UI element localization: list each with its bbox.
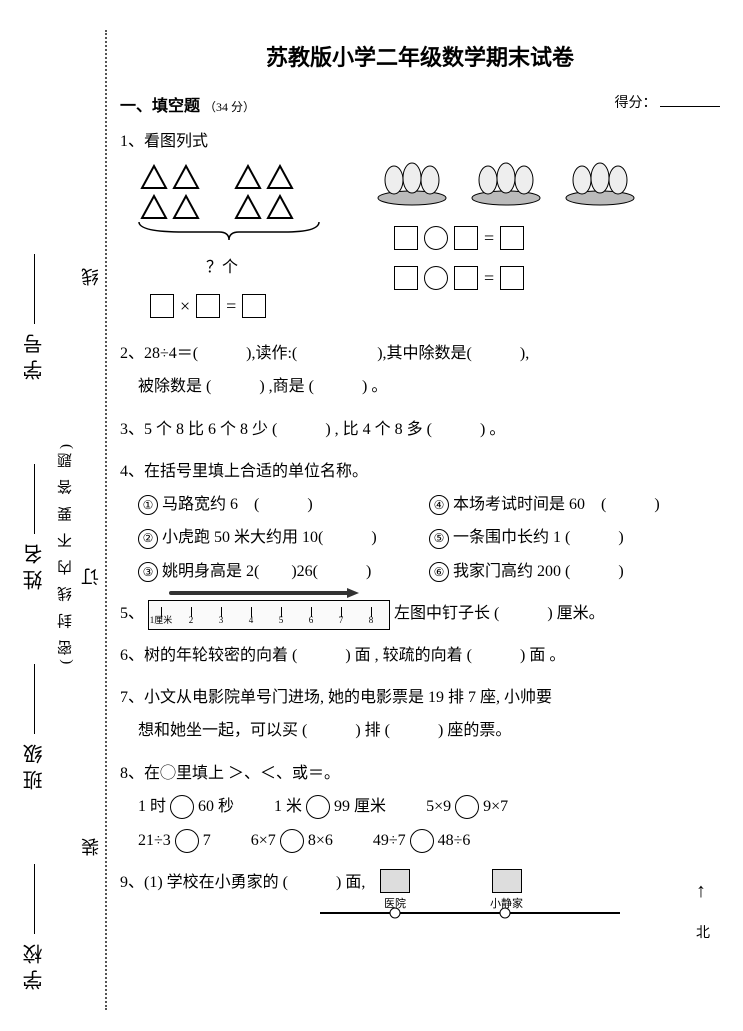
q8-stem: 8、在◯里填上 ＞、＜、或＝。 <box>120 758 720 790</box>
binding-column: 学校 班级 姓名 学号 装 订 线 (密 封 线 内 不 要 答 题) <box>0 0 115 1031</box>
q1-equation-left: × = <box>150 288 324 324</box>
blank-circle[interactable] <box>424 226 448 250</box>
blank-box[interactable] <box>454 226 478 250</box>
question-7: 7、小文从电影院单号门进场, 她的电影票是 19 排 7 座, 小帅要 想和她坐… <box>120 682 720 748</box>
section-1-header: 一、填空题 （34 分） 得分： <box>120 92 720 116</box>
question-1: 1、看图列式 ？个 × = <box>120 126 720 328</box>
question-3: 3、5 个 8 比 6 个 8 少 ( ) , 比 4 个 8 多 ( ) 。 <box>120 414 720 446</box>
score-label: 得分： <box>615 96 657 111</box>
compare-circle[interactable] <box>455 795 479 819</box>
compare-circle[interactable] <box>170 795 194 819</box>
pear-plate-icon <box>562 158 638 206</box>
blank-box[interactable] <box>500 226 524 250</box>
question-5: 5、 1厘米2345678 左图中钉子长 ( ) 厘米。 <box>120 598 720 630</box>
binding-label-class: 班级 <box>20 660 49 790</box>
q1-left-figure: ？个 × = <box>120 158 324 328</box>
question-9: 9、(1) 学校在小勇家的 ( ) 面, 医院 小静家 ↑北 <box>120 867 720 949</box>
exam-title: 苏教版小学二年级数学期末试卷 <box>120 40 720 72</box>
binding-label-name: 姓名 <box>20 460 49 590</box>
blank-box[interactable] <box>150 294 174 318</box>
section-1-points: （34 分） <box>204 100 255 114</box>
compare-circle[interactable] <box>175 829 199 853</box>
compare-circle[interactable] <box>410 829 434 853</box>
map-road-icon <box>320 905 620 945</box>
north-arrow-icon: ↑北 <box>696 869 710 950</box>
question-6: 6、树的年轮较密的向着 ( ) 面 , 较疏的向着 ( ) 面 。 <box>120 640 720 672</box>
q1-equation-right-1: = <box>394 220 638 256</box>
seal-char-ding: 订 <box>78 560 104 586</box>
triangle-pair-icon <box>140 164 204 190</box>
q1-label: 1、看图列式 <box>120 126 720 158</box>
q4-stem: 4、在括号里填上合适的单位名称。 <box>120 456 720 488</box>
blank-circle[interactable] <box>424 266 448 290</box>
pear-plate-icon <box>374 158 450 206</box>
triangle-pair-icon <box>140 194 204 220</box>
seal-note: (密 封 线 内 不 要 答 题) <box>55 440 76 664</box>
q1-question-mark: ？个 <box>120 252 324 284</box>
triangle-pair-icon <box>234 164 298 190</box>
question-4: 4、在括号里填上合适的单位名称。 ①马路宽约 6 ( ) ②小虎跑 50 米大约… <box>120 456 720 589</box>
q1-right-figure: = = <box>364 158 638 300</box>
blank-box[interactable] <box>242 294 266 318</box>
q1-equation-right-2: = <box>394 260 638 296</box>
q5-post: 左图中钉子长 ( ) 厘米。 <box>394 605 605 622</box>
score-blank[interactable] <box>660 106 720 107</box>
nail-icon <box>169 591 349 595</box>
q9-map: 医院 小静家 ↑北 <box>320 869 720 949</box>
question-8: 8、在◯里填上 ＞、＜、或＝。 1 时 60 秒 1 米 99 厘米 5×9 9… <box>120 758 720 857</box>
pear-plate-icon <box>468 158 544 206</box>
blank-box[interactable] <box>196 294 220 318</box>
binding-label-school: 学校 <box>20 860 49 990</box>
q5-pre: 5、 <box>120 605 144 622</box>
blank-box[interactable] <box>394 226 418 250</box>
section-1-heading: 一、填空题 <box>120 98 200 115</box>
ruler-figure: 1厘米2345678 <box>148 600 390 630</box>
blank-box[interactable] <box>394 266 418 290</box>
blank-box[interactable] <box>454 266 478 290</box>
seal-char-zhuang: 装 <box>78 830 104 856</box>
binding-label-id: 学号 <box>20 250 49 380</box>
brace-icon <box>134 220 324 240</box>
fold-dotted-line <box>105 30 107 1010</box>
blank-box[interactable] <box>500 266 524 290</box>
score-area: 得分： <box>615 92 721 116</box>
exam-content: 苏教版小学二年级数学期末试卷 一、填空题 （34 分） 得分： 1、看图列式 <box>120 40 720 949</box>
question-2: 2、28÷4＝( ),读作:( ),其中除数是( ), 被除数是 ( ) ,商是… <box>120 338 720 404</box>
seal-char-xian: 线 <box>78 260 104 286</box>
triangle-pair-icon <box>234 194 298 220</box>
compare-circle[interactable] <box>306 795 330 819</box>
compare-circle[interactable] <box>280 829 304 853</box>
